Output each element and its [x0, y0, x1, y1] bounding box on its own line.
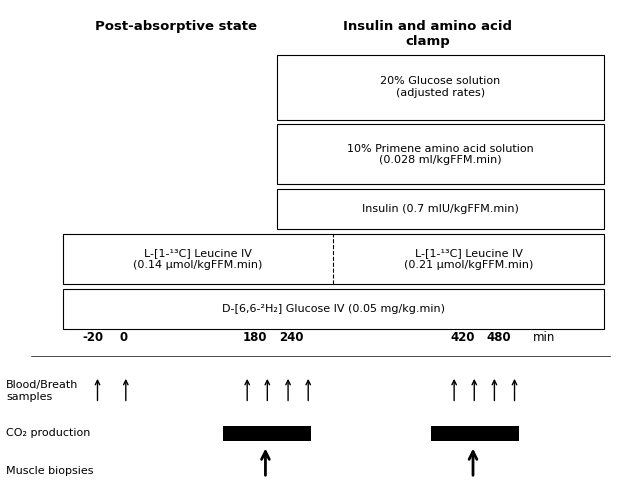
Text: Insulin (0.7 mIU/kgFFM.min): Insulin (0.7 mIU/kgFFM.min): [362, 204, 519, 214]
Text: Post-absorptive state: Post-absorptive state: [95, 20, 257, 33]
Bar: [277, 55, 604, 120]
Text: CO₂ production: CO₂ production: [6, 428, 91, 438]
Bar: [277, 189, 604, 229]
Bar: [277, 124, 604, 184]
Text: 240: 240: [279, 331, 303, 344]
Bar: [63, 289, 604, 329]
Text: Insulin and amino acid
clamp: Insulin and amino acid clamp: [343, 20, 512, 48]
Text: L-[1-¹³C] Leucine IV
(0.14 μmol/kgFFM.min): L-[1-¹³C] Leucine IV (0.14 μmol/kgFFM.mi…: [133, 248, 263, 270]
Bar: [63, 234, 604, 284]
Text: Blood/Breath
samples: Blood/Breath samples: [6, 380, 79, 402]
Text: 180: 180: [243, 331, 267, 344]
Bar: [223, 426, 311, 441]
Text: min: min: [533, 331, 555, 344]
Text: 20% Glucose solution
(adjusted rates): 20% Glucose solution (adjusted rates): [380, 76, 501, 98]
Text: -20: -20: [82, 331, 104, 344]
Text: 0: 0: [120, 331, 127, 344]
Text: 420: 420: [450, 331, 474, 344]
Text: D-[6,6-²H₂] Glucose IV (0.05 mg/kg.min): D-[6,6-²H₂] Glucose IV (0.05 mg/kg.min): [222, 304, 445, 314]
Text: L-[1-¹³C] Leucine IV
(0.21 μmol/kgFFM.min): L-[1-¹³C] Leucine IV (0.21 μmol/kgFFM.mi…: [404, 248, 533, 270]
Text: 10% Primene amino acid solution
(0.028 ml/kgFFM.min): 10% Primene amino acid solution (0.028 m…: [347, 143, 533, 165]
Text: 480: 480: [486, 331, 511, 344]
Bar: [431, 426, 519, 441]
Text: Muscle biopsies: Muscle biopsies: [6, 466, 94, 476]
